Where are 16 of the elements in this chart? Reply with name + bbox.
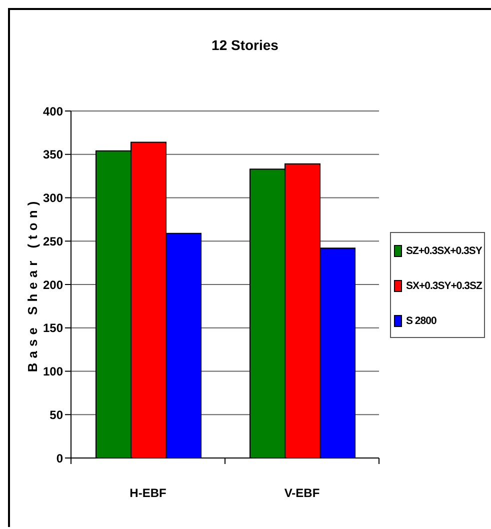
legend-label: SZ+0.3SX+0.3SY [406,245,482,257]
x-tick-label: V-EBF [284,486,320,500]
y-tick-label: 100 [42,364,64,379]
y-tick-label: 50 [50,408,64,422]
y-tick-label: 300 [42,191,64,206]
legend-label: SX+0.3SY+0.3SZ [406,280,482,292]
legend-label: S 2800 [406,315,436,327]
chart-title: 12 Stories [212,37,278,53]
y-tick-label: 0 [56,451,64,466]
x-tick-label: H-EBF [130,486,166,500]
y-tick-label: 200 [42,278,64,292]
y-tick-label: 150 [42,321,64,336]
y-axis-title: Base Shear (ton) [24,196,40,372]
y-tick-label: 250 [42,234,64,248]
y-tick-label: 350 [42,148,64,162]
y-tick-label: 400 [42,104,64,118]
